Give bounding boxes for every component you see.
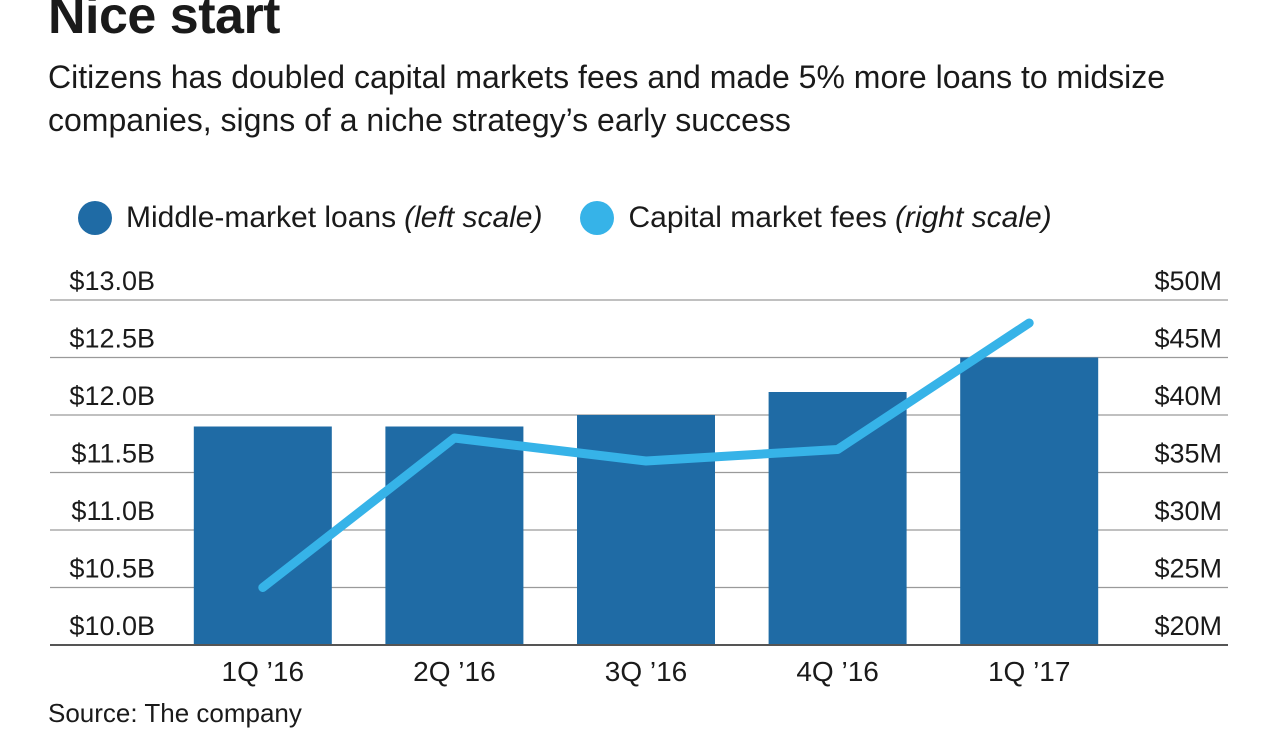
x-tick-label: 2Q ’16 [413,656,496,687]
left-tick-label: $10.0B [69,611,155,641]
bar [194,427,332,646]
right-tick-label: $35M [1154,439,1222,469]
left-axis: $10.0B $10.5B $11.0B $11.5B $12.0B $12.5B $13.… [69,266,155,641]
right-tick-label: $20M [1154,611,1222,641]
right-tick-label: $30M [1154,496,1222,526]
bar [385,427,523,646]
left-tick-label: $11.0B [71,496,155,526]
left-tick-label: $12.0B [69,381,155,411]
left-tick-label: $12.5B [69,324,155,354]
x-tick-label: 3Q ’16 [605,656,688,687]
bar [960,358,1098,646]
right-tick-label: $45M [1154,324,1222,354]
right-tick-label: $25M [1154,554,1222,584]
x-axis: 1Q ’16 2Q ’16 3Q ’16 4Q ’16 1Q ’17 [222,656,1071,687]
left-tick-label: $13.0B [69,266,155,296]
bar-series [50,358,1228,646]
left-tick-label: $11.5B [71,439,155,469]
x-tick-label: 1Q ’17 [988,656,1071,687]
bar [769,392,907,645]
x-tick-label: 4Q ’16 [796,656,879,687]
right-tick-label: $50M [1154,266,1222,296]
source-note: Source: The company [48,698,302,729]
right-tick-label: $40M [1154,381,1222,411]
left-tick-label: $10.5B [69,554,155,584]
right-axis: $20M $25M $30M $35M $40M $45M $50M [1154,266,1222,641]
x-tick-label: 1Q ’16 [222,656,305,687]
bar [577,415,715,645]
